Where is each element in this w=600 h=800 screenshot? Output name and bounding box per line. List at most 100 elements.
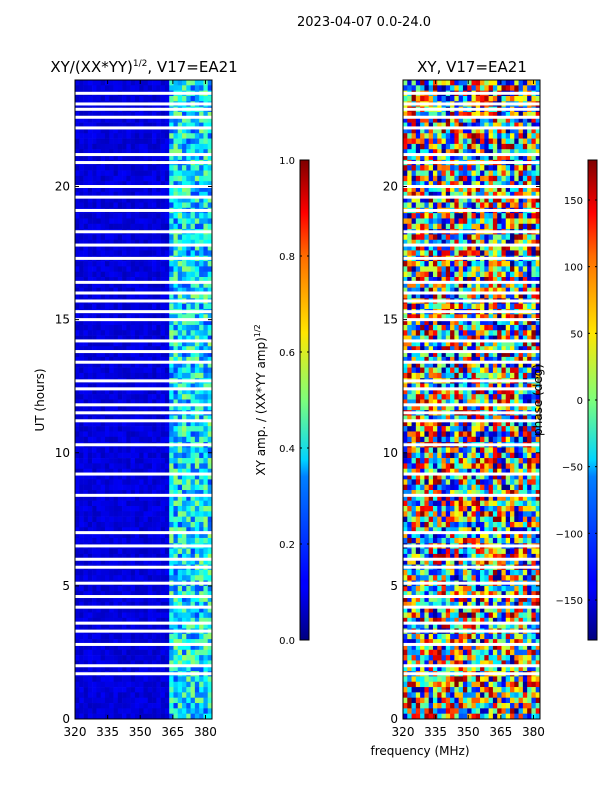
phase-heatmap-cell [450, 202, 455, 209]
amplitude-heatmap-cell [169, 372, 174, 379]
amplitude-heatmap-cell [203, 202, 209, 209]
amplitude-heatmap-cell [117, 665, 123, 672]
amplitude-heatmap-cell [182, 127, 187, 134]
amplitude-heatmap-cell [126, 143, 131, 150]
amplitude-heatmap-cell [104, 527, 110, 533]
phase-heatmap-cell [475, 197, 481, 203]
amplitude-heatmap-cell [92, 356, 97, 363]
amplitude-heatmap-cell [169, 681, 174, 688]
amplitude-heatmap-cell [160, 623, 166, 629]
phase-heatmap-cell [441, 181, 447, 187]
phase-heatmap-cell [415, 149, 421, 155]
amplitude-heatmap-cell [130, 569, 136, 576]
amplitude-heatmap-cell [164, 287, 170, 294]
amplitude-heatmap-cell [75, 548, 80, 555]
amplitude-heatmap-cell [130, 521, 136, 528]
amplitude-heatmap-cell [83, 665, 89, 672]
amplitude-heatmap-cell [139, 644, 144, 651]
amplitude-heatmap-cell [92, 436, 97, 443]
amplitude-heatmap-cell [147, 271, 153, 278]
amplitude-heatmap-cell [96, 596, 101, 603]
amplitude-heatmap-cell [147, 85, 153, 91]
amplitude-heatmap-cell [194, 676, 200, 683]
amplitude-heatmap-cell [92, 708, 97, 714]
phase-heatmap-cell [510, 138, 515, 145]
amplitude-heatmap-cell [139, 271, 144, 278]
amplitude-heatmap-cell [182, 186, 187, 193]
amplitude-heatmap-cell [83, 468, 89, 475]
amplitude-heatmap-cell [207, 553, 213, 560]
amplitude-heatmap-cell [160, 197, 166, 203]
amplitude-heatmap-cell [160, 175, 166, 182]
amplitude-heatmap-cell [75, 585, 80, 592]
amplitude-heatmap-cell [143, 660, 149, 667]
amplitude-heatmap-cell [87, 319, 93, 326]
amplitude-heatmap-cell [83, 271, 89, 278]
amplitude-heatmap-cell [207, 351, 213, 358]
amplitude-heatmap-cell [134, 287, 140, 294]
amplitude-heatmap-cell [164, 633, 170, 640]
amplitude-heatmap-cell [126, 266, 131, 273]
amplitude-heatmap-cell [130, 617, 136, 624]
amplitude-heatmap-cell [182, 138, 187, 145]
amplitude-heatmap-cell [79, 271, 84, 278]
amplitude-heatmap-cell [96, 404, 101, 411]
amplitude-heatmap-cell [92, 506, 97, 512]
phase-heatmap-cell [522, 127, 528, 134]
amplitude-heatmap-cell [203, 271, 209, 278]
amplitude-heatmap-cell [152, 314, 157, 320]
phase-heatmap-cell [445, 234, 451, 241]
amplitude-heatmap-cell [83, 362, 89, 368]
amplitude-heatmap-cell [207, 314, 213, 320]
amplitude-heatmap-cell [139, 468, 144, 475]
amplitude-heatmap-cell [100, 367, 106, 374]
amplitude-heatmap-cell [75, 95, 80, 102]
amplitude-heatmap-cell [79, 713, 84, 720]
amplitude-heatmap-cell [147, 463, 153, 470]
amplitude-heatmap-cell [199, 165, 204, 171]
amplitude-heatmap-cell [169, 122, 174, 129]
amplitude-heatmap-cell [156, 697, 161, 704]
amplitude-heatmap-cell [100, 452, 106, 459]
amplitude-heatmap-cell [182, 463, 187, 470]
amplitude-heatmap-cell [190, 287, 196, 294]
phase-heatmap-cell [415, 127, 421, 134]
amplitude-heatmap-cell [75, 644, 80, 651]
phase-heatmap-cell [518, 143, 524, 150]
amplitude-heatmap-cell [87, 617, 93, 624]
amplitude-heatmap-cell [122, 500, 127, 507]
phase-heatmap-cell [505, 191, 511, 198]
amplitude-heatmap-cell [87, 154, 93, 161]
phase-heatmap-cell [535, 111, 541, 118]
phase-heatmap-cell [437, 95, 442, 102]
amplitude-heatmap-cell [122, 303, 127, 310]
amplitude-heatmap-cell [109, 149, 114, 155]
amplitude-heatmap-cell [143, 372, 149, 379]
amplitude-heatmap-cell [100, 703, 106, 709]
phase-heatmap-cell [535, 117, 541, 123]
phase-heatmap-cell [458, 170, 464, 177]
amplitude-heatmap-cell [139, 660, 144, 667]
phase-heatmap-cell [514, 80, 519, 86]
amplitude-heatmap-cell [177, 266, 183, 273]
amplitude-heatmap-cell [207, 633, 213, 640]
amplitude-heatmap-cell [164, 111, 170, 118]
amplitude-heatmap-cell [147, 575, 153, 581]
amplitude-heatmap-cell [87, 175, 93, 182]
amplitude-heatmap-cell [152, 127, 157, 134]
amplitude-heatmap-cell [186, 186, 191, 193]
phase-heatmap-cell [488, 138, 494, 145]
amplitude-heatmap-cell [113, 500, 119, 507]
amplitude-heatmap-cell [190, 436, 196, 443]
amplitude-heatmap-cell [122, 277, 127, 283]
phase-heatmap-cell [475, 165, 481, 171]
amplitude-heatmap-cell [160, 213, 166, 219]
phase-heatmap-cell [428, 165, 434, 171]
phase-heatmap-cell [480, 175, 485, 182]
amplitude-heatmap-cell [139, 431, 144, 438]
amplitude-heatmap-cell [207, 175, 213, 182]
amplitude-heatmap-cell [104, 644, 110, 651]
amplitude-heatmap-cell [113, 324, 119, 331]
phase-heatmap-cell [407, 80, 412, 86]
amplitude-flagged-row [75, 310, 212, 314]
